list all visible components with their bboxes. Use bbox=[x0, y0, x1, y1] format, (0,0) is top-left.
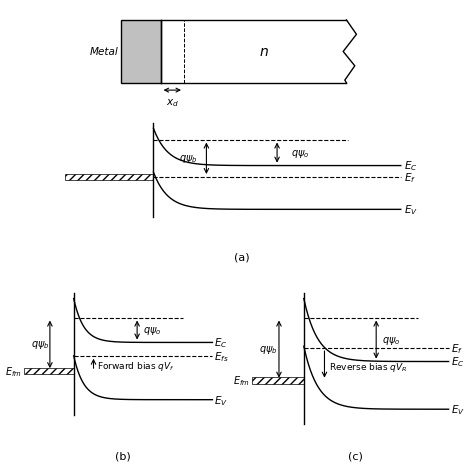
Text: (a): (a) bbox=[234, 252, 249, 262]
Text: $q\psi_o$: $q\psi_o$ bbox=[291, 147, 310, 159]
Text: $E_f$: $E_f$ bbox=[404, 171, 416, 184]
Text: $q\psi_o$: $q\psi_o$ bbox=[143, 324, 162, 337]
Text: $E_f$: $E_f$ bbox=[451, 342, 463, 355]
Text: $E_V$: $E_V$ bbox=[451, 403, 465, 416]
Text: $E_C$: $E_C$ bbox=[404, 159, 418, 173]
Text: $E_V$: $E_V$ bbox=[214, 393, 228, 407]
Text: $E_C$: $E_C$ bbox=[451, 355, 464, 368]
Text: (b): (b) bbox=[115, 451, 131, 461]
Text: $q\psi_b$: $q\psi_b$ bbox=[180, 153, 198, 165]
Text: Forward bias $qV_f$: Forward bias $qV_f$ bbox=[98, 359, 175, 372]
Text: $E_{fm}$: $E_{fm}$ bbox=[233, 374, 250, 387]
Bar bbox=[252, 377, 304, 384]
Text: n: n bbox=[259, 45, 268, 60]
Text: $E_C$: $E_C$ bbox=[214, 336, 228, 349]
Text: (c): (c) bbox=[348, 451, 363, 461]
Text: $E_{fs}$: $E_{fs}$ bbox=[214, 349, 229, 363]
Text: Metal: Metal bbox=[90, 48, 118, 57]
Bar bbox=[24, 368, 73, 375]
Text: $q\psi_b$: $q\psi_b$ bbox=[31, 338, 49, 351]
Text: $E_{fm}$: $E_{fm}$ bbox=[6, 365, 22, 378]
Text: $E_V$: $E_V$ bbox=[404, 203, 418, 217]
Text: $q\psi_b$: $q\psi_b$ bbox=[259, 343, 278, 356]
Text: Reverse bias $qV_R$: Reverse bias $qV_R$ bbox=[328, 360, 407, 373]
Text: $q\psi_o$: $q\psi_o$ bbox=[383, 334, 401, 346]
Text: $x_d$: $x_d$ bbox=[166, 97, 179, 109]
Bar bbox=[65, 175, 154, 180]
Bar bbox=[121, 21, 161, 84]
